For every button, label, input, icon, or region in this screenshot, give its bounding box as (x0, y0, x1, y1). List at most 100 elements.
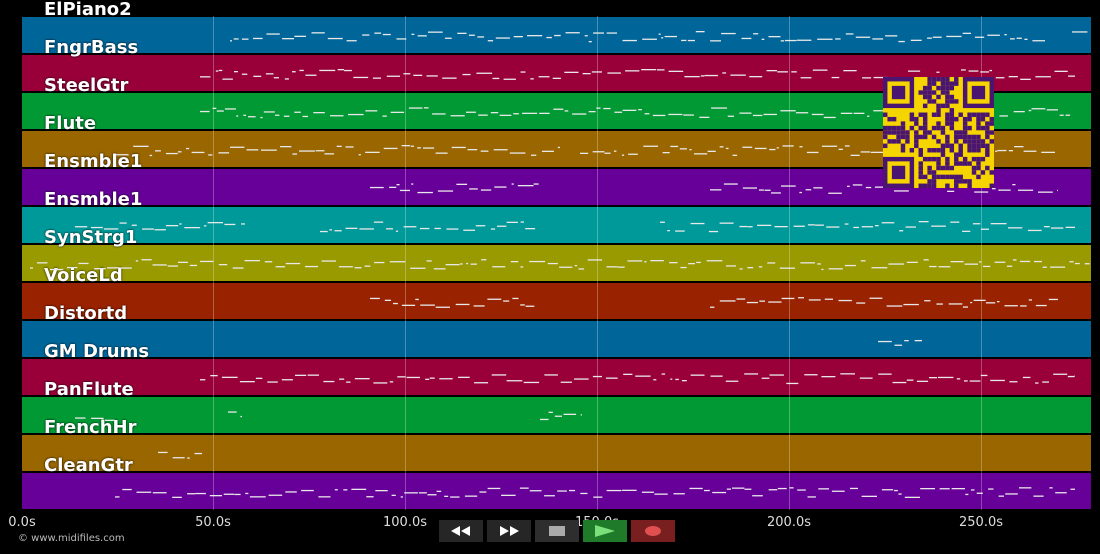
note-mark (658, 33, 661, 35)
note-mark (557, 490, 567, 492)
note-mark (800, 77, 812, 79)
note-mark (950, 261, 964, 263)
qr-module (962, 125, 968, 131)
note-mark (554, 415, 562, 417)
note-mark (769, 374, 784, 376)
track-lane: Distortd (22, 305, 1091, 357)
qr-module (971, 139, 977, 144)
qr-module (927, 148, 932, 153)
play-button[interactable] (583, 520, 627, 542)
qr-module (891, 130, 897, 135)
note-mark (491, 374, 507, 376)
note-mark (871, 267, 888, 269)
qr-module (918, 148, 923, 153)
note-mark (950, 221, 960, 223)
note-mark (273, 77, 279, 79)
note-mark (315, 150, 325, 152)
qr-module (931, 170, 937, 175)
qr-module (945, 134, 950, 140)
note-mark (824, 298, 833, 300)
note-mark (964, 380, 968, 382)
qr-module (918, 183, 923, 188)
qr-module (985, 125, 990, 131)
note-mark (477, 36, 485, 38)
note-mark (764, 189, 771, 191)
note-mark (997, 301, 1000, 303)
note-mark (346, 40, 357, 42)
note-mark (768, 489, 778, 491)
note-mark (980, 228, 989, 230)
note-mark (622, 109, 637, 111)
stop-button[interactable] (535, 520, 579, 542)
qr-module (883, 143, 888, 149)
note-mark (209, 495, 222, 497)
qr-module (980, 170, 986, 175)
note-mark (992, 188, 996, 190)
note-mark (732, 487, 745, 489)
note-mark (520, 266, 524, 268)
qr-module (918, 161, 923, 166)
note-mark (383, 147, 398, 150)
note-mark (141, 259, 152, 261)
note-mark (354, 267, 362, 269)
qr-module (949, 94, 955, 100)
note-mark (464, 495, 478, 497)
note-mark (853, 112, 865, 114)
note-mark (654, 493, 668, 495)
note-mark (346, 381, 351, 383)
note-mark (511, 183, 514, 185)
note-mark (918, 221, 929, 223)
qr-code[interactable] (883, 77, 994, 188)
note-mark (165, 152, 178, 155)
note-mark (580, 414, 582, 416)
note-mark (903, 303, 919, 306)
note-mark (1012, 259, 1017, 261)
qr-module (980, 139, 986, 144)
note-mark (389, 261, 406, 263)
note-mark (747, 226, 753, 228)
note-mark (749, 76, 763, 78)
qr-module (940, 77, 946, 82)
note-mark (336, 145, 342, 147)
note-mark (710, 306, 715, 308)
qr-module (936, 121, 941, 126)
qr-module (954, 81, 959, 86)
rewind-button[interactable] (439, 520, 483, 542)
fast-forward-button[interactable] (487, 520, 531, 542)
note-mark (641, 491, 654, 493)
note-mark (587, 259, 603, 261)
note-mark (700, 75, 705, 77)
note-mark (263, 111, 275, 113)
track-name: FrenchHr (44, 417, 137, 438)
note-mark (267, 381, 278, 383)
note-mark (429, 377, 435, 379)
qr-module (936, 85, 941, 91)
note-mark (710, 40, 721, 42)
note-mark (433, 268, 446, 270)
qr-module (931, 99, 937, 104)
record-button[interactable] (631, 520, 675, 542)
qr-module (922, 134, 928, 140)
note-mark (746, 301, 758, 304)
qr-module (985, 112, 990, 117)
qr-module (887, 139, 892, 144)
note-mark (828, 268, 843, 270)
note-mark (799, 191, 802, 194)
note-mark (627, 260, 643, 262)
qr-module (949, 112, 955, 117)
qr-module (962, 130, 968, 135)
note-mark (216, 110, 224, 112)
note-mark (233, 38, 239, 40)
qr-module (914, 130, 919, 135)
note-mark (982, 265, 991, 268)
qr-module (985, 130, 990, 135)
qr-module (945, 99, 950, 104)
note-mark (563, 413, 577, 415)
note-mark (821, 376, 836, 378)
note-mark (1046, 109, 1058, 111)
track-lane: VoiceLd (22, 267, 1091, 319)
note-mark (1050, 227, 1064, 229)
qr-module (927, 99, 932, 104)
qr-module (945, 116, 950, 122)
note-mark (862, 77, 872, 79)
